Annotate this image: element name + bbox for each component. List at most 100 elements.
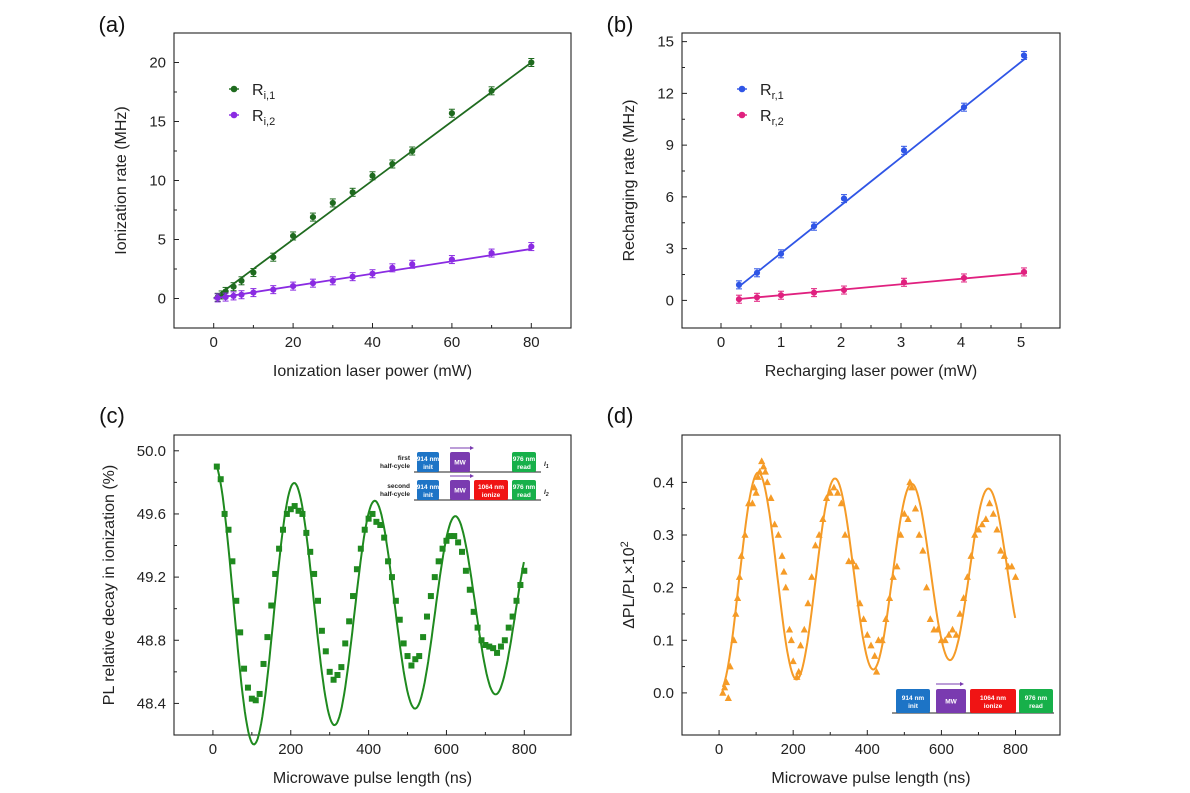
- data-point: [309, 280, 317, 287]
- y-tick-label: 48.4: [137, 695, 166, 712]
- x-tick-label: 400: [855, 741, 880, 758]
- data-point: [730, 636, 738, 644]
- data-point: [416, 653, 423, 660]
- data-point: [761, 467, 769, 475]
- y-tick-label: 6: [666, 189, 674, 206]
- fit-line: [738, 271, 1028, 300]
- data-point: [427, 593, 434, 600]
- data-point: [960, 274, 968, 282]
- data-point: [1020, 268, 1028, 276]
- data-point: [900, 147, 908, 154]
- data-point: [241, 665, 248, 672]
- data-point: [455, 539, 462, 546]
- x-tick-label: 800: [512, 741, 537, 758]
- pulse-read-label: read: [1029, 703, 1043, 710]
- y-tick-label: 49.2: [137, 569, 166, 586]
- data-point: [404, 653, 411, 660]
- data-point: [369, 172, 376, 179]
- pulse-read-label: 976 nm: [513, 456, 536, 463]
- data-point: [230, 292, 237, 300]
- y-axis-label: ΔPL/PL×102: [619, 541, 638, 629]
- data-point: [948, 625, 957, 633]
- data-point: [290, 283, 297, 290]
- data-point: [989, 509, 997, 517]
- data-point: [238, 277, 245, 284]
- data-point: [926, 615, 934, 623]
- data-point: [777, 292, 785, 299]
- data-point: [822, 494, 831, 501]
- data-point: [389, 160, 396, 168]
- data-point: [826, 488, 834, 496]
- data-point: [915, 531, 923, 538]
- legend-entry: Rr,1: [760, 82, 784, 102]
- data-point: [841, 531, 849, 538]
- x-tick-label: 200: [781, 741, 806, 758]
- y-tick-label: 0.3: [653, 527, 674, 544]
- fit-curve: [215, 466, 525, 746]
- data-point: [960, 594, 968, 601]
- data-point: [719, 688, 727, 696]
- data-point: [737, 552, 745, 559]
- x-tick-label: 200: [278, 741, 303, 758]
- panel-a: 0 20 40 60 80 0 5 10 15 20 Ionization laser power …: [99, 12, 572, 380]
- data-point: [388, 574, 395, 581]
- data-point: [840, 286, 848, 294]
- data-point: [326, 668, 333, 675]
- data-point: [778, 552, 786, 559]
- data-point: [754, 473, 762, 480]
- data-point: [830, 483, 838, 491]
- x-axis-label: Ionization laser power (mW): [273, 363, 472, 380]
- data-point: [934, 625, 942, 633]
- x-tick-label: 3: [897, 334, 905, 351]
- data-point: [985, 499, 994, 507]
- data-point: [724, 694, 732, 701]
- data-point: [789, 657, 797, 665]
- x-tick-label: 600: [434, 741, 459, 758]
- y-tick-label: 15: [657, 34, 674, 51]
- data-point: [521, 567, 528, 574]
- data-point: [900, 279, 908, 286]
- data-point: [256, 690, 263, 697]
- data-point: [780, 567, 788, 575]
- data-point: [377, 522, 384, 528]
- data-point: [867, 641, 875, 649]
- data-point: [400, 640, 407, 647]
- data-point: [900, 509, 908, 517]
- data-point: [993, 525, 1001, 533]
- data-point: [488, 249, 495, 257]
- data-point: [528, 59, 535, 66]
- pulse-read-label: read: [517, 464, 531, 471]
- mw-arrow-head: [470, 446, 474, 450]
- x-axis-label: Recharging laser power (mW): [765, 363, 978, 380]
- y-axis-label: PL relative decay in ionization (%): [101, 465, 118, 705]
- y-tick-label: 15: [149, 114, 166, 131]
- data-point: [795, 667, 803, 675]
- data-point: [490, 645, 497, 652]
- data-point: [470, 608, 477, 615]
- data-point: [451, 533, 458, 540]
- legend-sub: i,1: [264, 90, 276, 102]
- data-point: [882, 615, 890, 623]
- inset-signal-1: I1: [544, 461, 549, 470]
- y-tick-label: 12: [657, 85, 674, 102]
- data-point: [213, 463, 220, 470]
- y-tick-label: 0: [158, 291, 166, 308]
- data-point: [431, 574, 438, 581]
- x-tick-label: 1: [777, 334, 785, 351]
- x-tick-label: 20: [285, 334, 302, 351]
- data-point: [878, 636, 886, 644]
- pulse-read: [1019, 689, 1053, 713]
- legend-sub: i,2: [264, 116, 276, 128]
- data-point: [1020, 52, 1028, 59]
- y-tick-label: 50.0: [137, 443, 166, 460]
- data-point: [971, 531, 979, 538]
- y-tick-label: 0.2: [653, 580, 674, 597]
- data-point: [967, 552, 975, 559]
- data-point: [1008, 562, 1016, 570]
- panel-c: 0 200 400 600 800 48.4 48.8 49.2 49.6 50.0 Microwa…: [99, 403, 572, 787]
- data-point: [810, 289, 818, 296]
- data-point: [889, 573, 897, 580]
- mw-arrow-head: [470, 474, 474, 478]
- pulse-ionize-label: 1064 nm: [980, 695, 1006, 702]
